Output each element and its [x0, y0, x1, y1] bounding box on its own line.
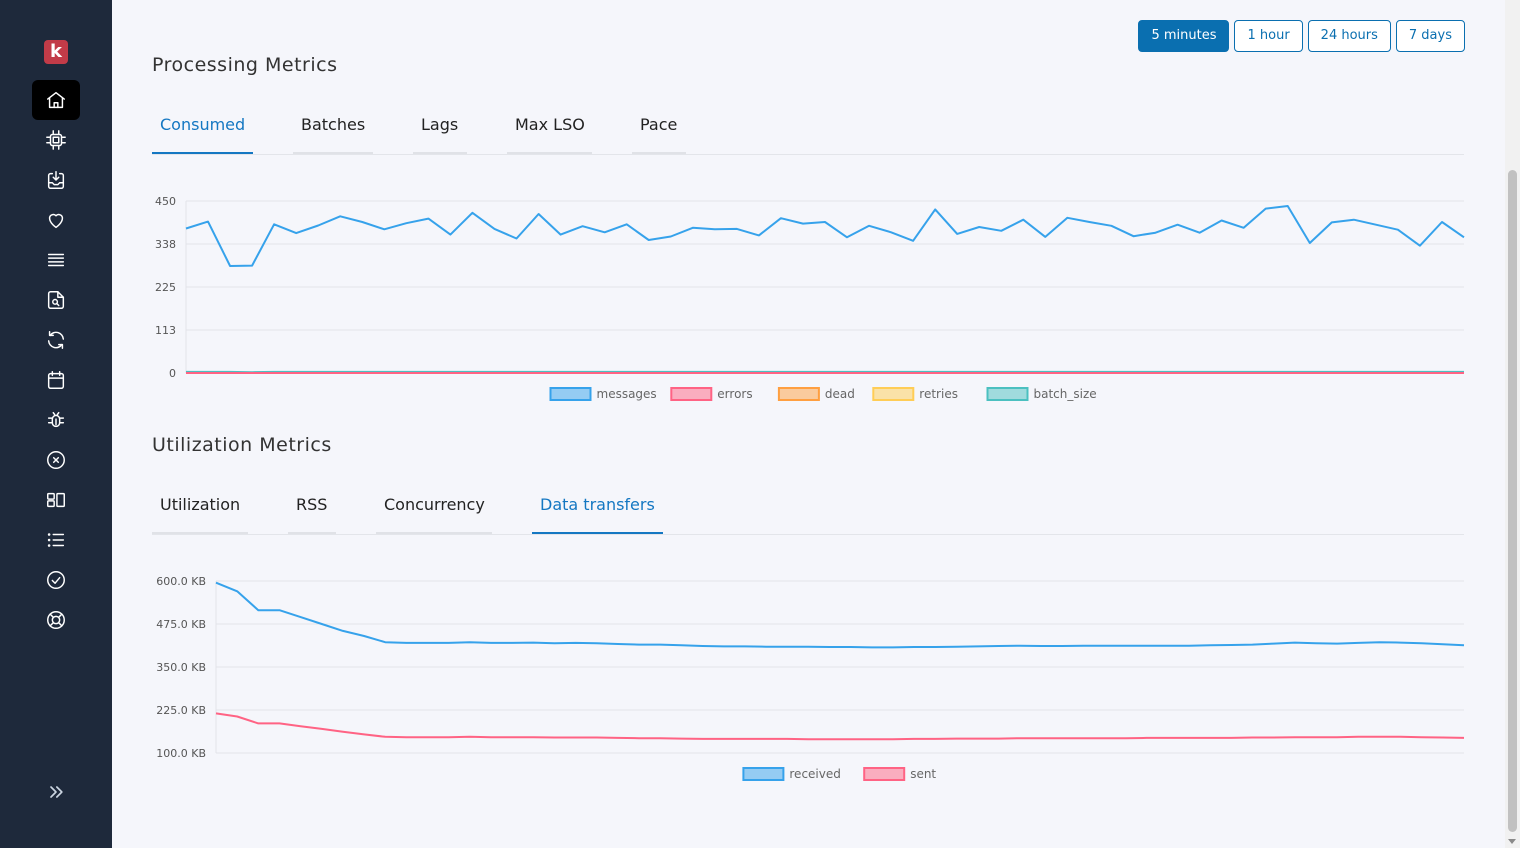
lifebuoy-icon	[47, 611, 65, 629]
tab-max-lso[interactable]: Max LSO	[507, 110, 592, 154]
check-circle-icon	[47, 571, 65, 589]
legend-label: messages	[597, 387, 657, 401]
sidebar-item-refresh[interactable]	[32, 320, 80, 360]
sidebar-item-heart[interactable]	[32, 200, 80, 240]
data-transfers-chart: 600.0 KB 475.0 KB 350.0 KB 225.0 KB 100.0 KB…	[156, 575, 1465, 781]
legend-swatch	[872, 387, 915, 401]
y-tick-label: 100.0 KB	[156, 747, 206, 760]
legend-label: errors	[717, 387, 752, 401]
tab-batches[interactable]: Batches	[293, 110, 373, 154]
legend-item-dead[interactable]: dead	[777, 387, 855, 401]
sidebar-item-cpu[interactable]	[32, 120, 80, 160]
refresh-icon	[47, 331, 65, 349]
legend-label: batch_size	[1034, 387, 1097, 401]
legend-label: sent	[910, 767, 936, 781]
y-tick-label: 350.0 KB	[156, 661, 206, 674]
sidebar-item-lifebuoy[interactable]	[32, 600, 80, 640]
legend-swatch	[863, 767, 906, 781]
scroll-down-arrow[interactable]	[1508, 839, 1516, 844]
legend-swatch	[742, 767, 785, 781]
legend-item-messages[interactable]: messages	[549, 387, 657, 401]
sidebar-item-layout[interactable]	[32, 480, 80, 520]
legend-swatch	[777, 387, 820, 401]
sidebar-item-home[interactable]	[32, 80, 80, 120]
tab-lags[interactable]: Lags	[413, 110, 467, 154]
tab-concurrency[interactable]: Concurrency	[376, 490, 492, 534]
range-7-days-button[interactable]: 7 days	[1395, 20, 1465, 52]
legend-swatch	[549, 387, 592, 401]
layout-icon	[47, 492, 65, 508]
sidebar-item-calendar[interactable]	[32, 360, 80, 400]
legend-label: dead	[825, 387, 855, 401]
tab-consumed[interactable]: Consumed	[152, 110, 253, 154]
y-tick-label: 225	[155, 281, 176, 294]
chevrons-right-icon	[50, 786, 63, 798]
calendar-icon	[47, 371, 65, 389]
legend-label: received	[789, 767, 840, 781]
sidebar-item-stack[interactable]	[32, 240, 80, 280]
series-line-sent	[215, 712, 1465, 741]
tab-data-transfers[interactable]: Data transfers	[532, 490, 663, 534]
utilization-tabs: Utilization RSS Concurrency Data transfe…	[152, 490, 1464, 535]
tab-pace[interactable]: Pace	[632, 110, 686, 154]
karafka-logo[interactable]: k	[44, 40, 68, 64]
heart-icon	[48, 213, 64, 229]
processing-metrics-title: Processing Metrics	[152, 54, 338, 76]
tab-rss[interactable]: RSS	[288, 490, 336, 534]
utilization-metrics-title: Utilization Metrics	[152, 434, 332, 456]
y-tick-label: 338	[155, 238, 176, 251]
sidebar-item-inbox-download[interactable]	[32, 160, 80, 200]
legend-swatch	[986, 387, 1029, 401]
bug-icon	[47, 411, 65, 428]
tab-utilization[interactable]: Utilization	[152, 490, 248, 534]
sidebar: k	[0, 0, 112, 848]
legend-item-sent[interactable]: sent	[863, 767, 936, 781]
series-line-received	[215, 581, 1465, 649]
legend-item-batch_size[interactable]: batch_size	[986, 387, 1097, 401]
consumed-chart: 450 338 225 113 0 messages errors dead retries ba…	[155, 195, 1465, 401]
stack-icon	[47, 253, 65, 267]
y-tick-label: 0	[169, 367, 176, 380]
legend-label: retries	[919, 387, 958, 401]
home-icon	[47, 91, 65, 109]
sidebar-item-list[interactable]	[32, 520, 80, 560]
legend-item-retries[interactable]: retries	[872, 387, 958, 401]
legend-item-errors[interactable]: errors	[670, 387, 753, 401]
file-search-icon	[47, 291, 65, 309]
inbox-download-icon	[47, 171, 65, 189]
sidebar-item-bug[interactable]	[32, 400, 80, 440]
y-tick-label: 600.0 KB	[156, 575, 206, 588]
expand-sidebar-button[interactable]	[32, 772, 80, 812]
scrollbar-thumb[interactable]	[1508, 170, 1517, 832]
y-tick-label: 225.0 KB	[156, 704, 206, 717]
y-tick-label: 113	[155, 324, 176, 337]
cpu-icon	[46, 130, 66, 150]
range-24-hours-button[interactable]: 24 hours	[1307, 20, 1391, 52]
sidebar-item-check-circle[interactable]	[32, 560, 80, 600]
sidebar-item-file-search[interactable]	[32, 280, 80, 320]
series-line-messages	[185, 205, 1465, 267]
time-range-group: 5 minutes 1 hour 24 hours 7 days	[1138, 20, 1465, 52]
sidebar-item-x-circle[interactable]	[32, 440, 80, 480]
x-circle-icon	[47, 451, 65, 469]
legend-swatch	[670, 387, 713, 401]
range-1-hour-button[interactable]: 1 hour	[1234, 20, 1303, 52]
list-icon	[47, 533, 65, 547]
processing-tabs: Consumed Batches Lags Max LSO Pace	[152, 110, 1464, 155]
range-5-minutes-button[interactable]: 5 minutes	[1138, 20, 1230, 52]
y-tick-label: 450	[155, 195, 176, 208]
y-tick-label: 475.0 KB	[156, 618, 206, 631]
page-scrollbar[interactable]	[1505, 0, 1520, 848]
legend-item-received[interactable]: received	[742, 767, 841, 781]
